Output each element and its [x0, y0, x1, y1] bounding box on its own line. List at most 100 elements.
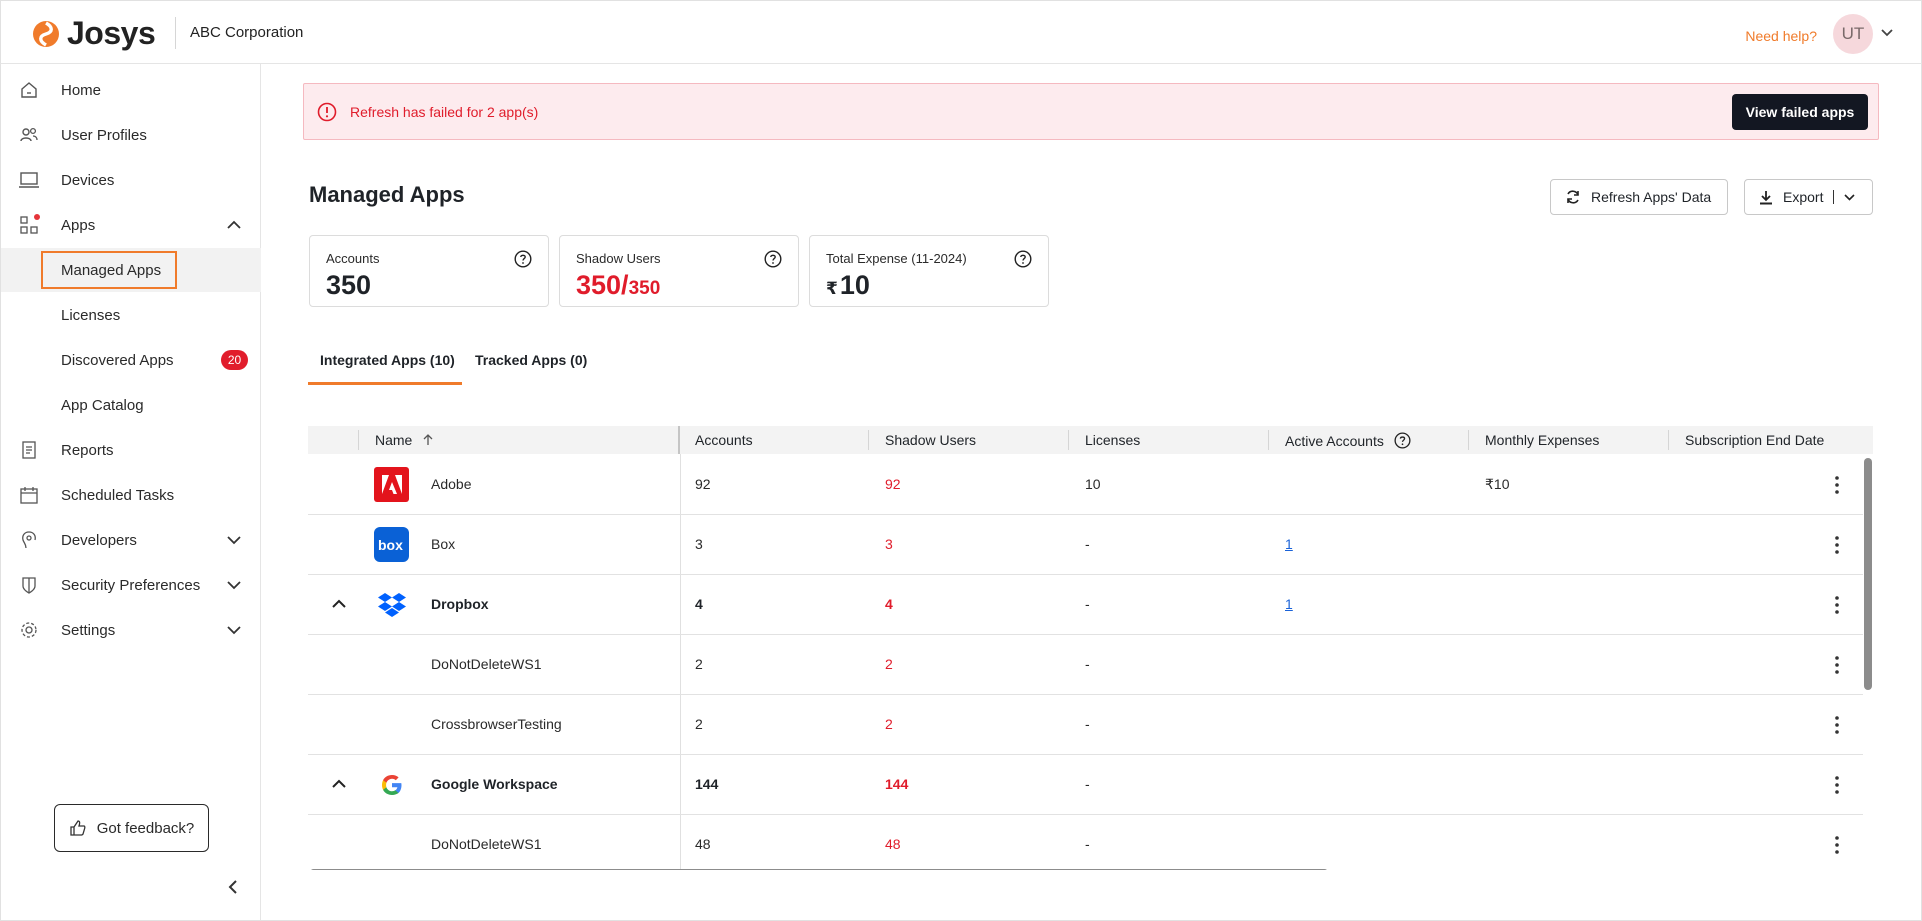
- page-title: Managed Apps: [309, 182, 465, 207]
- sidebar-item-label: Developers: [61, 531, 137, 549]
- sidebar-item-user-profiles[interactable]: User Profiles: [1, 113, 261, 157]
- sidebar-subitem-discovered-apps[interactable]: Discovered Apps 20: [1, 338, 261, 382]
- accounts-card: Accounts 350: [309, 235, 549, 307]
- app-name[interactable]: Dropbox: [431, 596, 489, 612]
- need-help-link[interactable]: Need help?: [1745, 28, 1817, 44]
- sidebar-item-home[interactable]: Home: [1, 68, 261, 112]
- refresh-failed-alert: Refresh has failed for 2 app(s) View fai…: [303, 83, 1879, 140]
- column-separator: [358, 430, 359, 450]
- table-row[interactable]: box Box 3 3 - 1: [308, 515, 1863, 575]
- josys-logo-icon: [33, 20, 59, 47]
- shadow-users-cell: 92: [885, 476, 901, 492]
- sidebar-subitem-licenses[interactable]: Licenses: [1, 293, 261, 337]
- logo-text: Josys: [67, 15, 156, 51]
- collapse-sidebar-icon[interactable]: [227, 880, 239, 894]
- sidebar-item-reports[interactable]: Reports: [1, 428, 261, 472]
- sidebar-item-settings[interactable]: Settings: [1, 608, 261, 652]
- column-separator: [1268, 430, 1269, 450]
- more-options-icon[interactable]: [1835, 596, 1839, 614]
- chevron-up-icon[interactable]: [332, 599, 346, 609]
- user-avatar[interactable]: UT: [1833, 14, 1873, 54]
- notification-dot: [34, 214, 40, 220]
- table-row[interactable]: DoNotDeleteWS1 48 48 -: [308, 815, 1863, 870]
- column-header-monthly-expenses[interactable]: Monthly Expenses: [1485, 432, 1600, 448]
- gear-icon: [21, 622, 37, 638]
- help-icon[interactable]: [514, 250, 532, 268]
- sidebar-item-label: Security Preferences: [61, 576, 201, 594]
- card-label: Accounts: [326, 251, 380, 266]
- licenses-cell: -: [1085, 596, 1090, 612]
- app-name[interactable]: Box: [431, 536, 456, 552]
- more-options-icon[interactable]: [1835, 536, 1839, 554]
- more-options-icon[interactable]: [1835, 776, 1839, 794]
- shadow-users-cell: 2: [885, 716, 893, 732]
- refresh-label: Refresh Apps' Data: [1591, 189, 1712, 205]
- chevron-up-icon[interactable]: [227, 220, 241, 230]
- help-icon[interactable]: [764, 250, 782, 268]
- sidebar-item-label: Apps: [61, 216, 96, 234]
- table-row[interactable]: Google Workspace 144 144 -: [308, 755, 1863, 815]
- sidebar-item-developers[interactable]: Developers: [1, 518, 261, 562]
- accounts-cell: 2: [695, 716, 703, 732]
- shadow-users-cell: 4: [885, 596, 893, 612]
- column-header-subscription-end-date[interactable]: Subscription End Date: [1685, 432, 1825, 448]
- more-options-icon[interactable]: [1835, 716, 1839, 734]
- horizontal-scrollbar[interactable]: [310, 869, 1328, 870]
- table-row[interactable]: Adobe 92 92 10 ₹10: [308, 455, 1863, 515]
- app-name[interactable]: Google Workspace: [431, 776, 558, 792]
- tab-integrated-apps[interactable]: Integrated Apps (10): [320, 352, 455, 368]
- feedback-button[interactable]: Got feedback?: [54, 804, 209, 852]
- top-header: Josys ABC Corporation Need help? UT: [0, 0, 1922, 64]
- vertical-scrollbar[interactable]: [1864, 458, 1872, 690]
- view-failed-apps-button[interactable]: View failed apps: [1732, 94, 1868, 130]
- more-options-icon[interactable]: [1835, 656, 1839, 674]
- sidebar-subitem-app-catalog[interactable]: App Catalog: [1, 383, 261, 427]
- sidebar-item-label: Scheduled Tasks: [61, 486, 175, 504]
- chevron-down-icon[interactable]: [1881, 29, 1893, 37]
- workspace-name[interactable]: CrossbrowserTesting: [431, 716, 562, 732]
- licenses-cell: -: [1085, 776, 1090, 792]
- column-header-active-accounts[interactable]: Active Accounts: [1285, 432, 1411, 449]
- sidebar-subitem-managed-apps[interactable]: Managed Apps: [1, 248, 261, 292]
- sidebar-item-apps[interactable]: Apps: [1, 203, 261, 247]
- column-header-licenses[interactable]: Licenses: [1085, 432, 1141, 448]
- managed-apps-table: Name Accounts Shadow Users Licenses Acti…: [308, 426, 1873, 870]
- chevron-down-icon[interactable]: [227, 535, 241, 545]
- discovered-apps-badge: 20: [221, 350, 248, 370]
- shadow-users-total: 350: [628, 278, 661, 299]
- currency-symbol: ₹: [826, 279, 838, 298]
- expense-period: (11-2024): [911, 251, 967, 266]
- table-row[interactable]: CrossbrowserTesting 2 2 -: [308, 695, 1863, 755]
- active-accounts-link[interactable]: 1: [1285, 536, 1293, 552]
- workspace-name[interactable]: DoNotDeleteWS1: [431, 836, 542, 852]
- more-options-icon[interactable]: [1835, 836, 1839, 854]
- chevron-down-icon[interactable]: [227, 580, 241, 590]
- more-options-icon[interactable]: [1835, 476, 1839, 494]
- app-name[interactable]: Adobe: [431, 476, 472, 492]
- sidebar-item-security-preferences[interactable]: Security Preferences: [1, 563, 261, 607]
- help-icon[interactable]: [1014, 250, 1032, 268]
- chevron-up-icon[interactable]: [332, 779, 346, 789]
- accounts-cell: 48: [695, 836, 711, 852]
- column-header-accounts[interactable]: Accounts: [695, 432, 753, 448]
- table-row[interactable]: Dropbox 4 4 - 1: [308, 575, 1863, 635]
- expense-value: 10: [839, 270, 870, 300]
- josys-logo[interactable]: Josys: [31, 15, 156, 52]
- workspace-name[interactable]: DoNotDeleteWS1: [431, 656, 542, 672]
- help-icon[interactable]: [1394, 432, 1411, 449]
- total-expense-card: Total Expense (11-2024) ₹10: [809, 235, 1049, 307]
- active-accounts-link[interactable]: 1: [1285, 596, 1293, 612]
- tab-tracked-apps[interactable]: Tracked Apps (0): [475, 352, 588, 368]
- export-label: Export: [1783, 189, 1824, 205]
- card-value: 350: [326, 270, 372, 300]
- chevron-down-icon[interactable]: [1844, 193, 1856, 201]
- table-row[interactable]: DoNotDeleteWS1 2 2 -: [308, 635, 1863, 695]
- export-button[interactable]: Export: [1744, 179, 1873, 215]
- chevron-down-icon[interactable]: [227, 625, 241, 635]
- sidebar-item-scheduled-tasks[interactable]: Scheduled Tasks: [1, 473, 261, 517]
- column-header-name[interactable]: Name: [375, 432, 434, 448]
- sort-ascending-icon[interactable]: [422, 434, 434, 446]
- refresh-apps-data-button[interactable]: Refresh Apps' Data: [1550, 179, 1728, 215]
- column-header-shadow-users[interactable]: Shadow Users: [885, 432, 977, 448]
- sidebar-item-devices[interactable]: Devices: [1, 158, 261, 202]
